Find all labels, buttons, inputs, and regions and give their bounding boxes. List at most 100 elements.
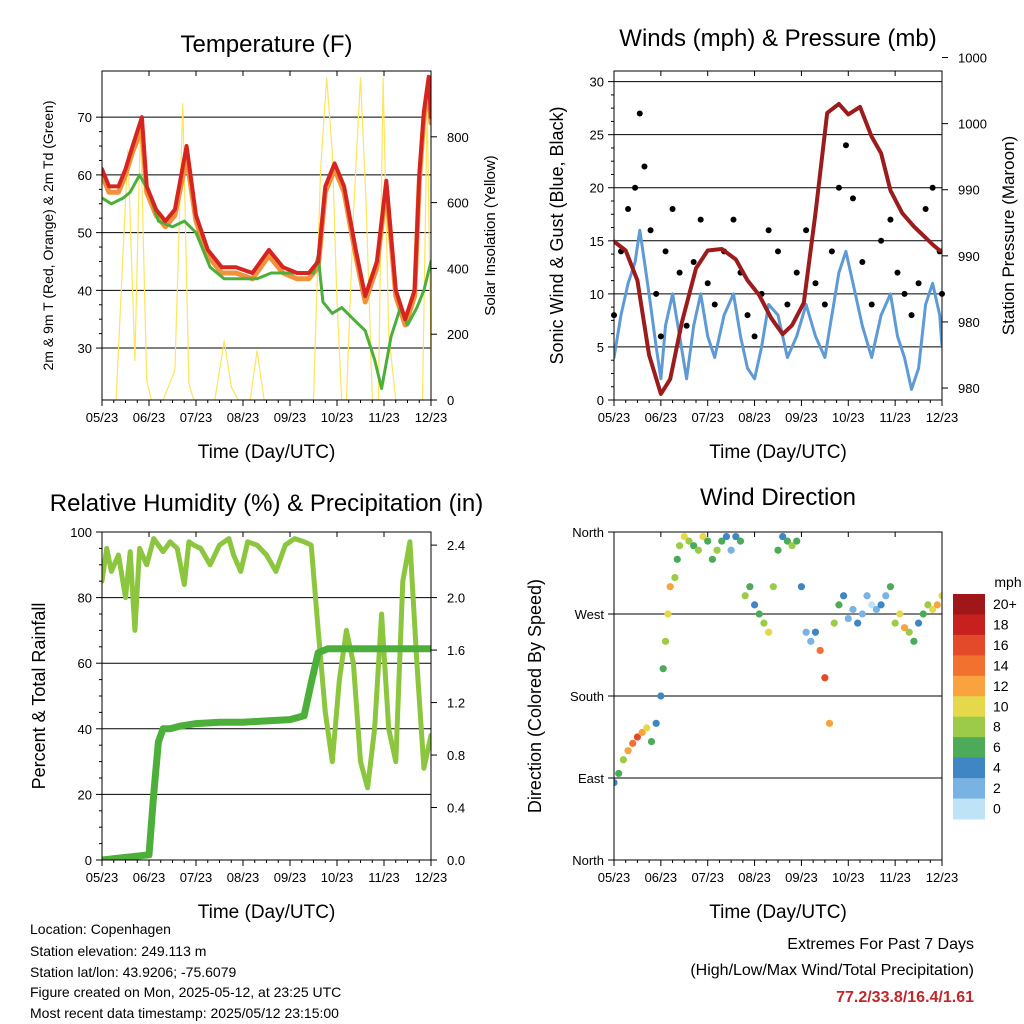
y-tick-label: 25 [590,128,604,143]
wind-direction-point [797,583,806,591]
colorbar-label: 12 [993,678,1009,694]
y-tick-label: 40 [78,722,92,737]
y-right-tick-label: 800 [447,130,469,145]
y-tick-label: 0 [597,393,604,408]
colorbar-swatch [953,696,985,718]
y-right-tick-label: 0.4 [447,801,465,816]
x-tick-label: 06/23 [645,870,678,885]
total-precip-line [102,645,431,860]
wind-direction-point [783,537,791,545]
wind-direction-point [638,728,646,737]
x-tick-label: 10/23 [832,410,865,425]
y-right-tick-label: 0.8 [447,748,465,763]
x-axis-label: Time (Day/UTC) [198,902,336,923]
gust-point [835,184,842,191]
gust-point [784,301,791,308]
wind-direction-point [933,601,941,609]
gust-point [657,333,664,340]
wind-direction-point [863,592,871,600]
plot-frame [613,531,943,861]
wind-direction-point [732,532,740,541]
footer-elevation: Station elevation: 249.113 m [30,943,207,959]
y-tick-label: 5 [597,340,604,355]
gust-point [676,269,683,276]
wind-direction-point [821,674,829,682]
y-tick-label: 100 [70,525,92,540]
gust-point [625,205,632,212]
wind-direction-point [652,719,660,727]
extremes-values: 77.2/33.8/16.4/1.61 [836,989,974,1006]
x-tick-label: 10/23 [832,870,865,885]
wind-direction-point [891,619,899,627]
footer-created: Figure created on Mon, 2025-05-12, at 23… [30,984,342,1000]
wind-direction-point [713,546,721,554]
gust-point [690,259,697,266]
wind-direction-point [615,769,623,778]
temp-9m-line [102,74,431,322]
y-tick-label: North [572,525,604,540]
gust-point [878,237,885,244]
colorbar-swatch [953,737,985,759]
colorbar-swatch [953,594,985,615]
temperature-panel: Temperature (F) 30 40 50 60 70 05/23 06/23 07/23… [40,31,499,463]
wind-direction-point [840,592,848,600]
wind-direction-point [900,624,909,632]
x-tick-label: 08/23 [227,870,260,885]
sonic-wind-line [614,228,942,391]
colorbar-label: 4 [993,760,1001,776]
colorbar-label: 18 [993,616,1009,632]
x-tick-label: 11/23 [368,870,400,885]
x-tick-label: 12/23 [415,410,448,425]
wind-direction-point [676,542,684,550]
plot-frame [101,70,432,401]
wind-direction-point [835,601,843,609]
wind-direction-point [666,583,674,591]
wind-direction-point [825,719,834,727]
relative-humidity-line [102,536,431,791]
wind-direction-point [704,537,712,545]
wind-direction-point [643,724,651,732]
y-tick-label: 30 [78,341,92,356]
y-right-tick-label: 1000 [958,117,987,132]
x-axis-label: Time (Day/UTC) [709,442,847,463]
colorbar-label: 6 [993,739,1001,755]
y-tick-label: West [575,607,605,622]
plot-frame [101,531,432,861]
gust-point [849,195,856,202]
gust-point [901,290,908,297]
wind-direction-point [673,555,681,563]
gust-point [662,248,669,255]
gust-point [803,227,810,234]
panel-title: Wind Direction [700,484,856,511]
y-right-tick-label: 980 [958,315,980,330]
y-tick-label: 60 [78,656,92,671]
wind-direction-point [708,555,717,563]
x-tick-label: 12/23 [926,410,959,425]
y-right-tick-label: 1.2 [447,696,465,711]
wind-direction-point [765,628,773,636]
gust-point [812,280,819,287]
x-tick-label: 05/23 [86,870,119,885]
gust-point [775,248,781,255]
wind-direction-point [629,739,637,747]
y-right-tick-label: 1000 [958,51,987,66]
y-tick-label: 0 [85,853,92,868]
y-tick-label: North [572,853,604,868]
y-tick-label: 60 [78,168,92,183]
wind-direction-point [657,692,665,700]
colorbar-label: 10 [993,698,1009,714]
y-right-tick-label: 990 [958,249,980,264]
wind-direction-panel: Wind Direction North East South West North 05/… [525,484,1022,923]
winds-pressure-panel: Winds (mph) & Pressure (mb) 0 5 10 15 20 25 30 0… [547,25,1018,463]
wind-direction-point [760,619,768,627]
x-axis-label: Time (Day/UTC) [198,442,336,463]
y-tick-label: 80 [78,591,92,606]
wind-direction-point [746,583,754,591]
wind-direction-point [694,546,702,554]
gust-point [908,312,915,319]
wind-direction-point [614,778,618,787]
gust-point [730,216,737,223]
gust-point [636,110,643,117]
y-tick-label: 40 [78,283,92,298]
humidity-precip-panel: Relative Humidity (%) & Precipitation (i… [29,490,483,923]
